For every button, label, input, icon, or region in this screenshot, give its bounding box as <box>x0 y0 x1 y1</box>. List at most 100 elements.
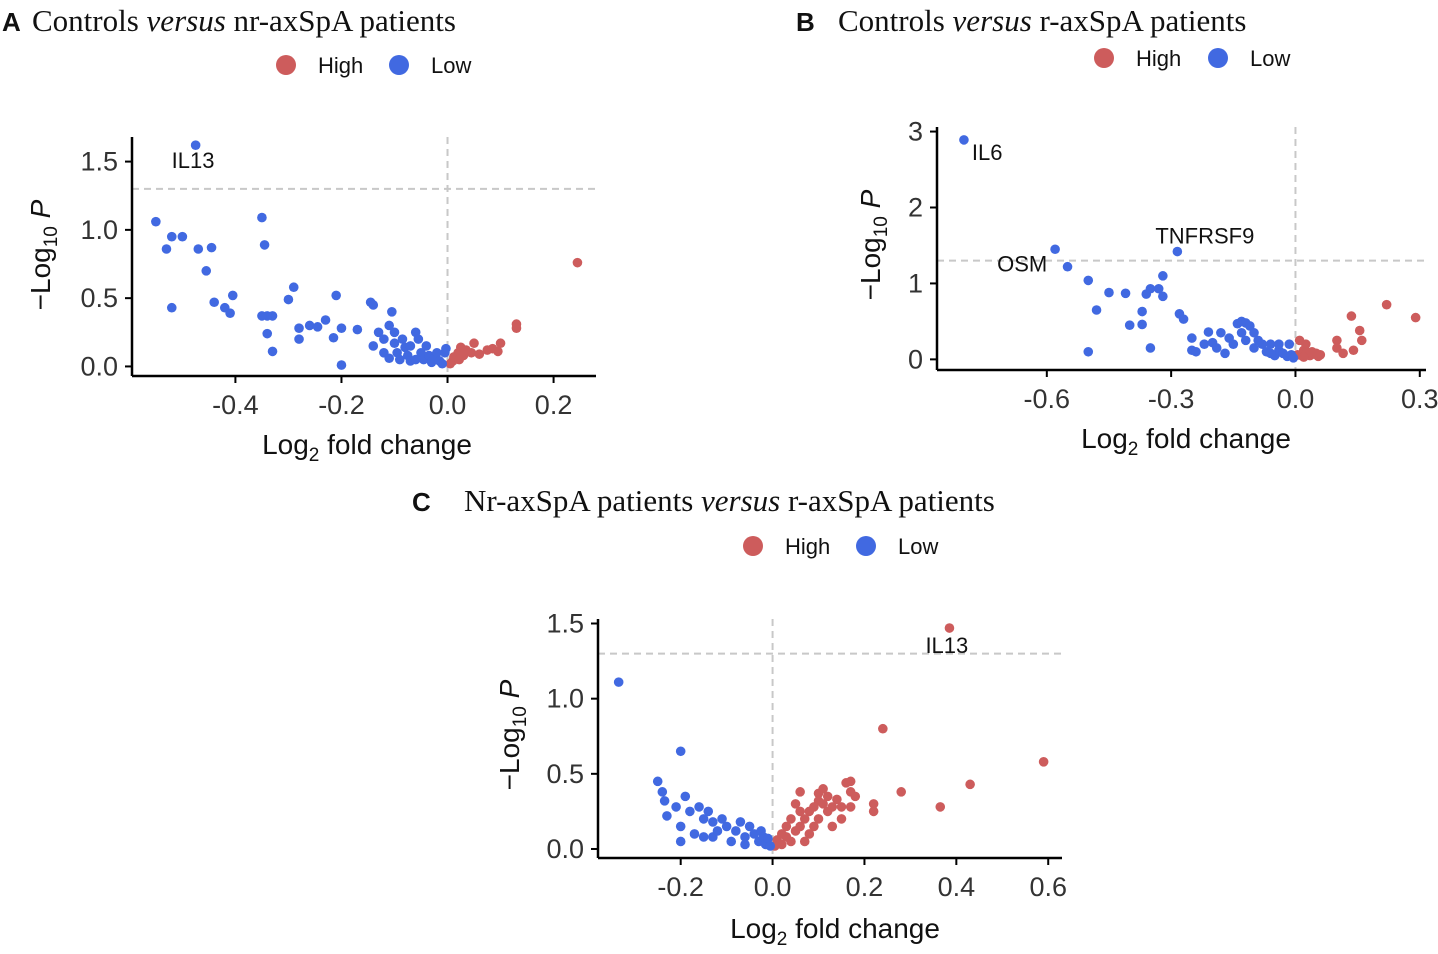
low-point <box>1172 246 1183 257</box>
panel-letter-a: A <box>2 7 21 37</box>
high-point <box>836 802 847 812</box>
high-point <box>799 814 810 824</box>
panel-b-title: Controls versus r-axSpA patients <box>838 3 1246 38</box>
y-tick-label: 1.5 <box>80 147 118 177</box>
high-point <box>804 806 815 817</box>
low-point <box>1104 287 1114 298</box>
high-point <box>868 806 879 817</box>
panel-a-title: Controls versus nr-axSpA patients <box>32 3 456 38</box>
low-point <box>384 353 394 364</box>
legend-high-marker <box>276 55 296 75</box>
low-point <box>698 832 709 842</box>
low-point <box>441 343 451 354</box>
high-point <box>878 723 888 734</box>
low-point <box>397 334 408 344</box>
y-tick-label: 1 <box>908 268 923 298</box>
high-point <box>896 787 907 797</box>
low-point <box>1091 305 1102 315</box>
x-tick-label: 0.2 <box>846 872 884 902</box>
high-point <box>1298 352 1309 362</box>
high-point <box>454 354 464 365</box>
high-point <box>1332 335 1342 346</box>
low-point <box>259 240 270 250</box>
high-point <box>790 826 801 836</box>
low-point <box>405 341 416 351</box>
low-point <box>384 320 394 331</box>
low-point <box>413 334 424 344</box>
high-point <box>827 821 838 832</box>
low-point <box>336 360 347 370</box>
high-point <box>799 836 810 847</box>
low-point <box>257 311 267 321</box>
panel-a-x-axis-title: Log2 fold change <box>262 429 472 466</box>
low-point <box>421 341 432 351</box>
y-tick-label: 0 <box>908 344 923 374</box>
legend-low-marker <box>1208 48 1228 68</box>
low-point <box>1187 333 1197 343</box>
low-point <box>1050 244 1060 255</box>
legend-low-label: Low <box>431 53 471 78</box>
low-point <box>1137 306 1147 317</box>
y-tick-label: 0.5 <box>80 283 118 313</box>
low-point <box>744 821 755 832</box>
low-point <box>1062 261 1073 272</box>
low-point <box>1220 348 1230 359</box>
low-point <box>659 796 670 806</box>
gene-label-osm: OSM <box>997 251 1047 276</box>
high-point <box>813 814 824 824</box>
low-point <box>1236 327 1247 338</box>
low-point <box>1203 327 1214 337</box>
low-point <box>717 814 727 824</box>
low-point <box>294 323 304 334</box>
high-point <box>845 787 856 797</box>
panel-b-x-axis-title: Log2 fold change <box>1081 423 1291 460</box>
low-point <box>257 212 267 223</box>
low-point <box>177 231 188 242</box>
low-point <box>1228 339 1239 349</box>
panel-b-plot: 0 1 2 3 -0.6 -0.3 0.0 0.3 IL6 OSM TNFRSF9 <box>908 117 1438 414</box>
high-point <box>822 791 833 802</box>
panel-b-legend: High Low <box>1094 46 1290 71</box>
high-point <box>822 806 833 817</box>
low-point <box>657 787 668 797</box>
low-point <box>227 290 238 301</box>
low-point <box>193 244 204 254</box>
y-tick-label: 1.5 <box>546 609 584 639</box>
low-point <box>1284 339 1295 349</box>
x-tick-label: -0.4 <box>212 390 259 420</box>
y-tick-label: 1.0 <box>546 684 584 714</box>
low-point <box>1199 339 1210 349</box>
low-point <box>209 297 219 308</box>
low-point <box>151 216 161 227</box>
high-point <box>1294 335 1305 346</box>
x-tick-label: 0.0 <box>1277 384 1315 414</box>
low-point <box>708 817 718 827</box>
x-tick-label: -0.2 <box>318 390 365 420</box>
high-point <box>482 345 493 355</box>
low-point <box>288 282 299 293</box>
low-point <box>731 826 741 836</box>
low-point <box>698 814 709 824</box>
low-point <box>1124 320 1135 330</box>
high-point <box>1309 349 1319 359</box>
high-point <box>1038 756 1049 767</box>
low-point <box>294 334 304 344</box>
low-point <box>662 811 672 821</box>
low-point <box>267 346 278 357</box>
low-point <box>328 332 339 343</box>
low-point <box>1274 339 1284 349</box>
high-point <box>781 821 792 832</box>
low-point <box>740 832 750 842</box>
x-tick-label: -0.3 <box>1148 384 1195 414</box>
x-tick-label: -0.6 <box>1024 384 1071 414</box>
low-point <box>1249 343 1259 353</box>
high-point <box>795 787 805 797</box>
gene-label-il6: IL6 <box>972 140 1003 165</box>
x-tick-label: 0.6 <box>1029 872 1067 902</box>
high-point <box>841 778 851 788</box>
high-point <box>1338 348 1348 359</box>
x-tick-label: 0.0 <box>429 390 467 420</box>
high-point <box>935 802 946 812</box>
y-tick-label: 0.5 <box>546 759 584 789</box>
low-point <box>1145 343 1156 353</box>
